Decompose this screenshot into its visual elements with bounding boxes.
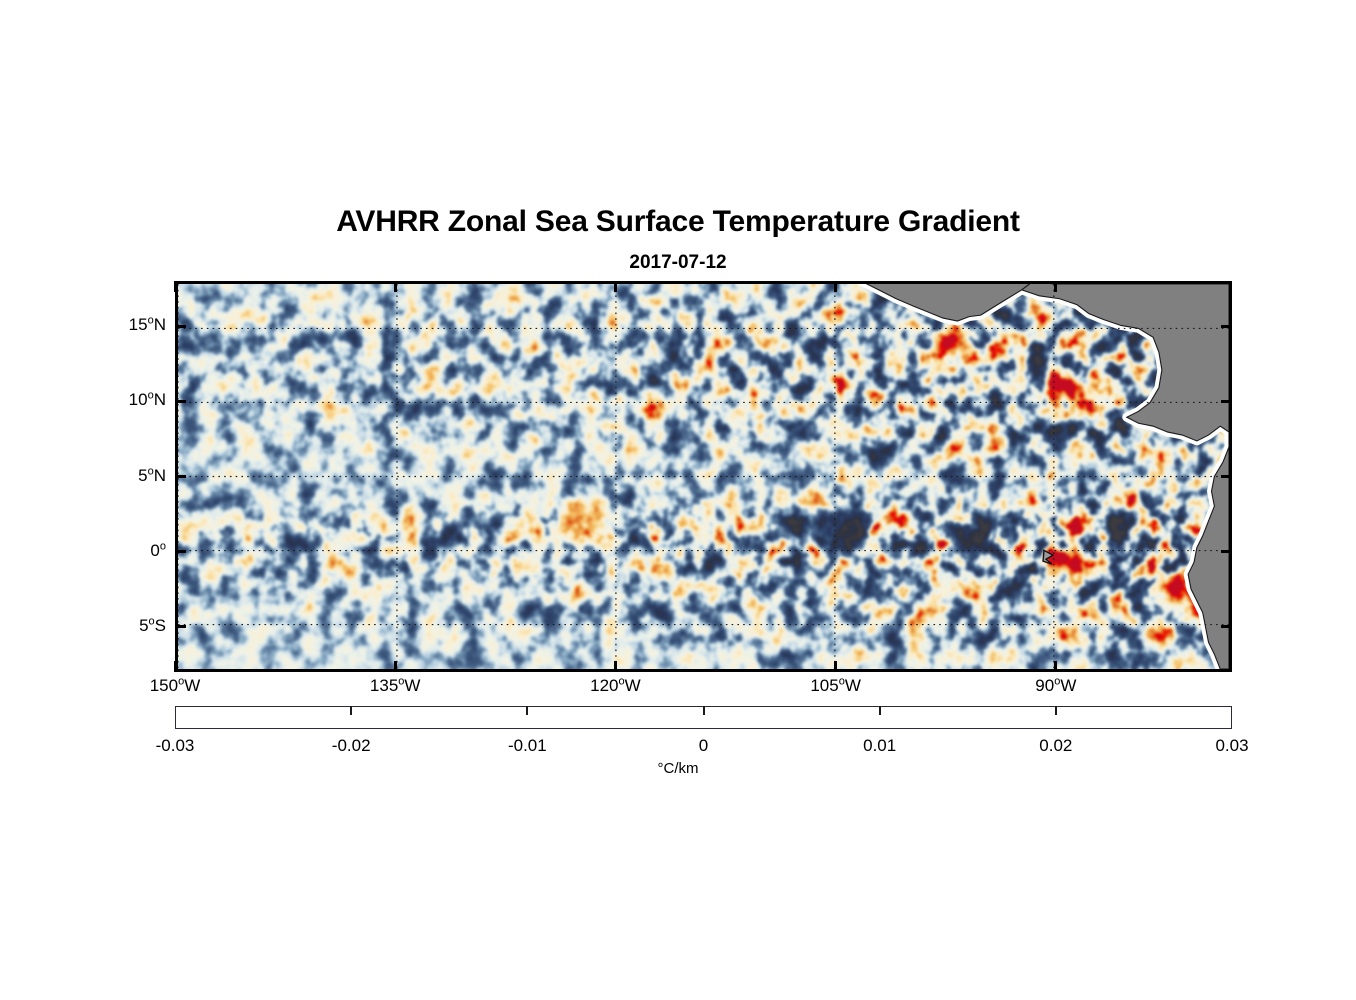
x-tick-mark [834,661,838,672]
x-tick-mark [613,661,617,672]
page-title: AVHRR Zonal Sea Surface Temperature Grad… [336,205,1020,238]
y-tick-mark [1221,475,1232,478]
colorbar-tick-label: 0.02 [1039,736,1073,755]
sst-gradient-heatmap [178,284,1229,669]
colorbar-tick-label: 0.03 [1215,736,1249,755]
colorbar-tick-mark [878,706,881,715]
y-tick-label: 5oS [139,615,166,635]
y-tick-mark [1221,625,1232,629]
y-tick-label: 5oN [138,464,166,485]
x-tick-label: 150oW [149,675,201,695]
figure-subtitle-date: 2017-07-12 [629,252,727,273]
x-tick-label: 120oW [590,675,641,695]
x-tick-mark [393,661,397,672]
y-tick-label: 0o [150,540,166,560]
y-tick-mark [175,625,186,629]
x-tick-mark [1054,281,1058,292]
colorbar-tick-label: -0.01 [507,736,547,755]
colorbar-tick-mark [350,706,353,715]
x-tick-label: 90oW [1035,675,1077,695]
x-tick-label: 105oW [810,675,861,695]
x-tick-mark [834,281,838,292]
y-tick-mark [175,550,186,554]
y-tick-label: 15oN [128,314,166,335]
x-tick-label: 135oW [369,675,421,695]
colorbar-tick-mark [526,706,529,715]
colorbar-tick-mark [1054,706,1057,715]
colorbar-tick-mark [702,706,705,715]
colorbar-tick-label: 0 [698,736,709,755]
y-tick-mark [175,324,186,328]
y-tick-mark [1221,399,1232,403]
x-tick-mark [393,281,397,292]
x-tick-mark [1054,661,1058,672]
colorbar-tick-label: -0.02 [331,736,371,755]
colorbar-tick-label: 0.01 [863,736,897,755]
y-tick-label: 10oN [128,389,166,410]
map-axes[interactable] [175,281,1232,672]
y-tick-mark [1221,324,1232,328]
y-tick-mark [175,399,186,403]
x-tick-mark [173,281,177,292]
y-tick-mark [1221,550,1232,554]
x-tick-mark [613,281,617,292]
x-tick-mark [173,661,177,672]
y-tick-mark [175,475,186,478]
colorbar-unit-label: °C/km [657,760,699,777]
colorbar-tick-label: -0.03 [155,736,195,755]
